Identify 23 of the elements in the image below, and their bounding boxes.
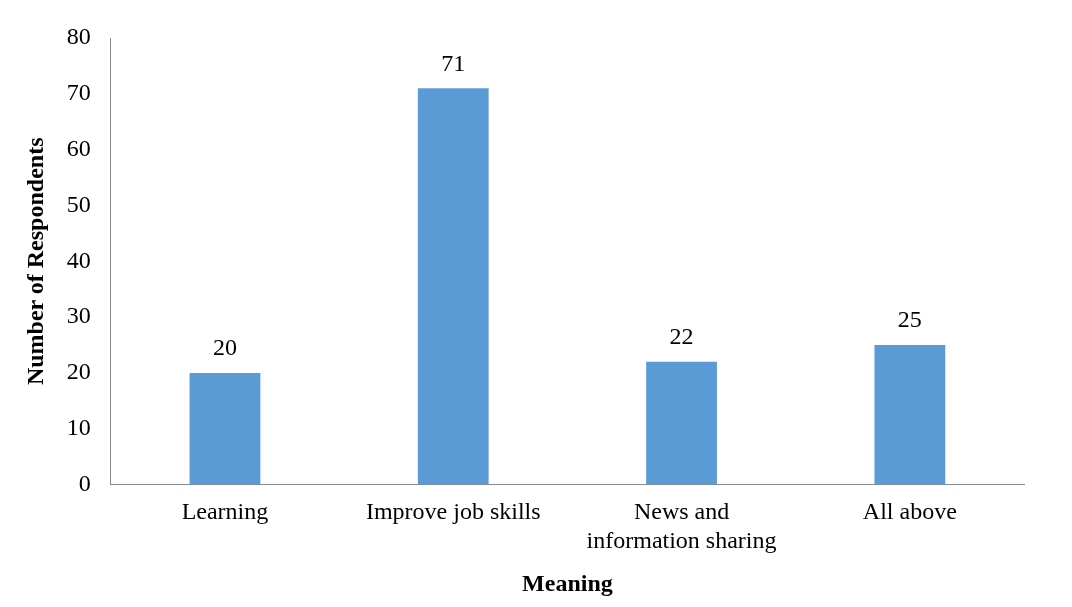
y-tick-label: 60	[66, 134, 91, 161]
x-tick-label: News and information sharing	[586, 498, 777, 554]
x-tick-label: All above	[862, 498, 957, 525]
bar	[874, 345, 946, 485]
bar	[417, 88, 489, 485]
y-tick-label: 20	[66, 358, 91, 385]
y-tick-label: 30	[66, 302, 91, 329]
data-label: 22	[669, 323, 694, 350]
y-tick-label: 0	[78, 469, 91, 496]
y-axis-title: Number of Respondents	[21, 137, 48, 386]
data-label: 20	[212, 334, 237, 361]
x-tick-label: Improve job skills	[365, 498, 541, 525]
y-tick-label: 50	[66, 190, 91, 217]
y-tick-label: 10	[66, 414, 91, 441]
y-tick-label: 40	[66, 246, 91, 273]
x-axis-title: Meaning	[522, 569, 613, 596]
data-label: 25	[897, 306, 922, 333]
bar	[646, 361, 717, 485]
bar	[189, 372, 261, 485]
y-tick-label: 80	[66, 23, 91, 50]
y-tick-label: 70	[66, 79, 91, 106]
data-label: 71	[441, 49, 466, 76]
x-tick-label: Learning	[181, 498, 269, 525]
